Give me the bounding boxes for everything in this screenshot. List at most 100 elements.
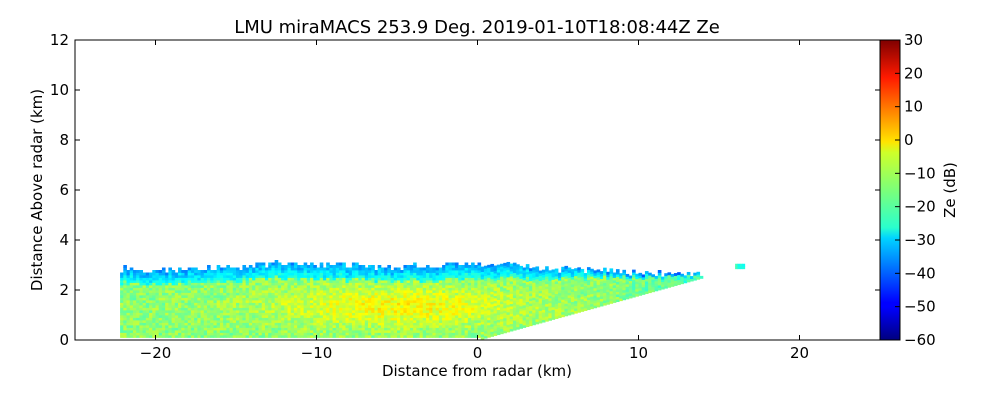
echo-cell (419, 320, 424, 323)
echo-cell (651, 289, 655, 293)
echo-cell (281, 285, 285, 288)
echo-cell (316, 305, 321, 308)
echo-cell (293, 332, 298, 336)
echo-cell (200, 312, 205, 316)
echo-cell (467, 300, 472, 303)
echo-cell (358, 295, 362, 298)
echo-cell (310, 305, 314, 308)
echo-cell (216, 332, 221, 336)
echo-cell (384, 332, 388, 336)
echo-cell (332, 327, 337, 331)
echo-cell (477, 320, 482, 323)
echo-cell (158, 320, 163, 323)
echo-cell (226, 270, 230, 273)
echo-cell (638, 292, 643, 296)
echo-cell (522, 270, 527, 273)
echo-cell (306, 332, 311, 336)
echo-cell (158, 330, 163, 333)
echo-cell (264, 315, 269, 318)
echo-cell (454, 325, 459, 328)
echo-cell (123, 270, 127, 273)
echo-cell (168, 275, 172, 278)
echo-cell (432, 280, 437, 283)
echo-cell (178, 295, 182, 298)
echo-cell (190, 322, 195, 326)
echo-cell (194, 295, 198, 298)
echo-cell (603, 285, 607, 289)
echo-cell (136, 312, 140, 316)
echo-cell (490, 281, 494, 285)
echo-cell (509, 298, 514, 302)
echo-cell (368, 275, 372, 278)
echo-cell (435, 330, 440, 333)
echo-cell (454, 312, 459, 316)
echo-cell (413, 272, 417, 276)
echo-cell (667, 279, 672, 283)
echo-cell (512, 272, 517, 276)
echo-cell (126, 325, 131, 328)
echo-cell (129, 330, 134, 333)
echo-cell (644, 286, 649, 289)
echo-cell (229, 285, 234, 288)
echo-cell (306, 282, 311, 286)
echo-cell (413, 285, 417, 288)
echo-cell (178, 300, 182, 303)
echo-cell (297, 265, 301, 268)
echo-cell (438, 310, 443, 313)
echo-cell (129, 295, 134, 298)
echo-cell (541, 319, 546, 323)
echo-cell (548, 307, 552, 311)
echo-cell (628, 280, 633, 284)
echo-cell (606, 296, 610, 300)
echo-cell (483, 293, 488, 297)
echo-cell (207, 267, 211, 271)
echo-cell (564, 298, 569, 302)
echo-cell (174, 320, 179, 323)
echo-cell (413, 322, 417, 326)
echo-cell (567, 267, 572, 271)
echo-cell (438, 292, 443, 296)
echo-cell (351, 295, 356, 298)
echo-cell (126, 287, 131, 291)
echo-cell (490, 288, 494, 292)
echo-cell (213, 270, 218, 273)
echo-cell (255, 310, 259, 313)
echo-cell (522, 272, 527, 276)
echo-cell (197, 287, 201, 291)
echo-cell (554, 291, 559, 294)
echo-cell (461, 275, 466, 278)
echo-cell (384, 330, 388, 333)
echo-cell (310, 277, 314, 281)
echo-cell (368, 300, 372, 303)
echo-cell (435, 327, 440, 331)
echo-cell (413, 302, 417, 306)
echo-cell (438, 290, 443, 293)
echo-cell (464, 332, 469, 336)
echo-cell (390, 332, 395, 336)
echo-cell (564, 305, 569, 309)
echo-cell (332, 280, 337, 283)
echo-cell (132, 335, 137, 338)
echo-cell (464, 272, 469, 276)
echo-cell (229, 335, 234, 338)
echo-cell (322, 300, 327, 303)
echo-cell (361, 297, 366, 301)
echo-cell (384, 290, 388, 293)
echo-cell (483, 288, 488, 292)
echo-cell (403, 275, 408, 278)
echo-cell (248, 310, 253, 313)
echo-cell (332, 305, 337, 308)
echo-cell (332, 310, 337, 313)
echo-cell (300, 322, 305, 326)
echo-cell (590, 271, 594, 275)
echo-cell (351, 300, 356, 303)
echo-cell (132, 327, 137, 331)
echo-cell (358, 307, 362, 311)
echo-cell (132, 280, 137, 283)
echo-cell (496, 302, 501, 306)
echo-cell (538, 300, 543, 304)
echo-cell (522, 320, 527, 323)
echo-cell (467, 275, 472, 278)
echo-cell (335, 327, 340, 331)
echo-cell (390, 320, 395, 323)
